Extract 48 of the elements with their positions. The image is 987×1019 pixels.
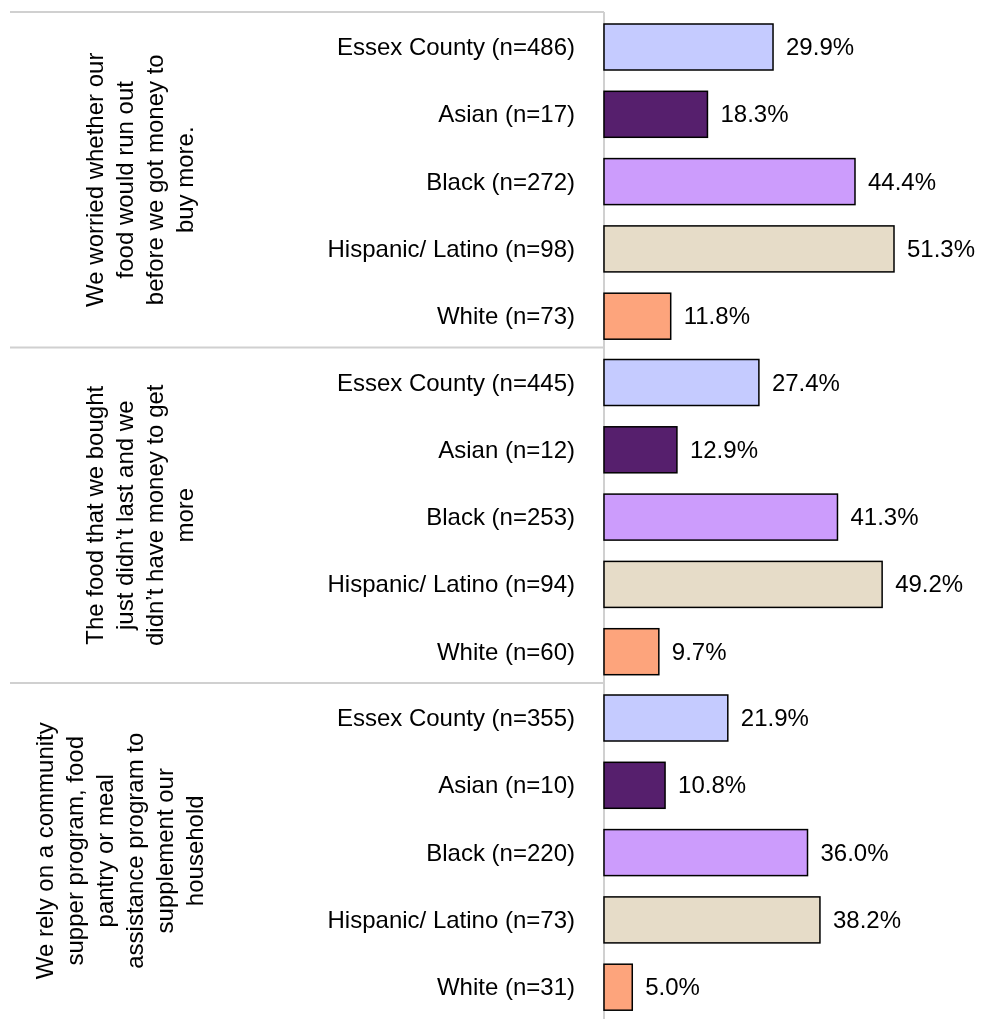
data-label: 9.7%: [671, 637, 727, 665]
bar: [603, 627, 660, 676]
data-label: 21.9%: [740, 704, 809, 731]
y-tick-label: Black (n=272): [426, 167, 575, 195]
y-tick-label: Black (n=220): [426, 838, 575, 866]
bar: [603, 694, 729, 742]
y-axis-title: The food that we bought just didn’t last and we didn’t have money to get more: [81, 384, 198, 647]
data-label: 41.3%: [850, 503, 919, 531]
y-tick-label: Asian (n=12): [438, 435, 575, 463]
y-tick-label: White (n=31): [436, 973, 575, 1001]
bar: [603, 761, 666, 810]
data-label: 44.4%: [867, 167, 937, 195]
bar: [603, 90, 709, 139]
bar: [603, 828, 809, 877]
bar: [603, 225, 895, 273]
data-label: 11.8%: [683, 302, 750, 330]
bar: [603, 157, 856, 206]
bar: [603, 560, 883, 609]
data-label: 27.4%: [771, 368, 840, 396]
data-label: 36.0%: [820, 838, 889, 866]
data-label: 29.9%: [786, 33, 855, 60]
y-tick-label: Hispanic/ Latino (n=94): [327, 570, 575, 598]
y-tick-label: Asian (n=17): [438, 100, 575, 128]
bar: [603, 493, 839, 541]
y-tick-label: Essex County (n=445): [336, 368, 575, 396]
y-tick-label: Asian (n=10): [438, 771, 575, 799]
data-label: 49.2%: [895, 570, 964, 598]
y-tick-label: White (n=73): [436, 302, 575, 330]
bar: [603, 896, 821, 944]
y-tick-label: Hispanic/ Latino (n=73): [327, 905, 575, 933]
bar: [603, 426, 678, 474]
bar: [603, 292, 672, 340]
y-tick-label: Black (n=253): [426, 503, 575, 531]
data-label: 5.0%: [645, 973, 700, 1001]
bar: [603, 23, 774, 71]
bar: [603, 963, 634, 1011]
y-axis-title: We worried whether our food would run out before we got money to buy more.: [81, 52, 198, 307]
y-tick-label: Essex County (n=486): [336, 33, 575, 60]
y-tick-label: White (n=60): [436, 637, 575, 665]
y-tick-label: Essex County (n=355): [336, 704, 575, 731]
data-label: 10.8%: [678, 771, 747, 799]
data-label: 38.2%: [832, 905, 902, 933]
bar: [603, 358, 760, 407]
data-label: 12.9%: [689, 435, 758, 463]
y-axis-title: We rely on a community supper program, food pantry or meal assistance program to supplement our household: [31, 722, 208, 980]
data-label: 51.3%: [907, 234, 976, 262]
data-label: 18.3%: [720, 100, 789, 128]
y-tick-label: Hispanic/ Latino (n=98): [327, 234, 575, 262]
